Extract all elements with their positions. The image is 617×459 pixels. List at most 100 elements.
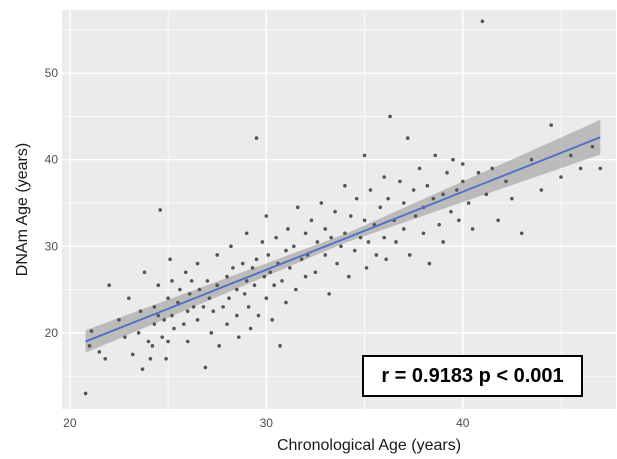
data-point: [235, 287, 239, 292]
data-point: [529, 157, 534, 162]
data-point: [195, 318, 200, 322]
data-point: [288, 266, 292, 270]
data-point: [284, 300, 288, 305]
data-point: [87, 344, 92, 348]
data-point: [402, 201, 406, 205]
data-point: [242, 292, 247, 296]
data-point: [354, 196, 359, 201]
data-point: [246, 305, 251, 309]
data-point: [89, 329, 94, 333]
data-point: [504, 179, 508, 184]
data-point: [303, 274, 308, 279]
data-point: [215, 283, 219, 288]
data-point: [358, 235, 363, 240]
data-point: [343, 183, 347, 188]
data-point: [578, 166, 583, 171]
y-tick-label: 40: [45, 153, 59, 167]
data-point: [211, 309, 216, 313]
data-point: [240, 261, 245, 266]
data-point: [268, 270, 273, 275]
data-point: [205, 279, 210, 283]
data-point: [183, 270, 188, 275]
data-point: [244, 279, 249, 283]
data-point: [480, 19, 485, 24]
data-point: [299, 257, 304, 262]
data-point: [225, 274, 229, 279]
data-point: [352, 248, 357, 253]
data-point: [362, 218, 367, 223]
data-point: [254, 257, 259, 262]
data-point: [411, 188, 416, 192]
data-point: [203, 365, 208, 370]
data-point: [437, 222, 441, 227]
data-point: [185, 339, 190, 344]
data-point: [569, 153, 573, 158]
data-point: [590, 144, 595, 149]
data-point: [445, 170, 449, 175]
data-point: [126, 296, 131, 301]
data-point: [366, 240, 371, 244]
data-point: [388, 114, 392, 119]
data-point: [97, 350, 102, 354]
data-point: [484, 192, 489, 197]
data-point: [248, 326, 253, 331]
data-point: [250, 266, 255, 270]
data-point: [156, 283, 161, 288]
data-point: [176, 300, 180, 305]
data-point: [162, 318, 166, 322]
data-point: [221, 305, 225, 309]
data-point: [229, 244, 233, 249]
data-point: [207, 296, 212, 301]
data-point: [441, 240, 445, 244]
y-tick-label: 50: [45, 66, 59, 80]
data-point: [496, 218, 500, 223]
data-point: [182, 322, 186, 326]
data-point: [156, 313, 161, 318]
data-point: [378, 205, 383, 210]
data-point: [384, 257, 388, 262]
data-point: [136, 331, 141, 335]
data-point: [466, 201, 471, 205]
data-point: [254, 136, 259, 140]
data-point: [329, 235, 333, 240]
data-point: [315, 240, 320, 244]
data-point: [103, 357, 108, 361]
data-point: [195, 261, 200, 266]
data-point: [191, 305, 196, 309]
x-tick-label: 20: [63, 416, 77, 430]
data-point: [168, 257, 172, 262]
data-point: [441, 192, 445, 197]
data-point: [146, 339, 151, 344]
data-point: [449, 209, 453, 214]
data-point: [215, 253, 219, 257]
data-point: [266, 253, 271, 257]
data-point: [549, 123, 553, 127]
data-point: [394, 240, 398, 244]
data-point: [313, 270, 318, 275]
data-point: [286, 227, 290, 231]
data-point: [348, 214, 353, 218]
data-point: [417, 166, 422, 171]
data-point: [185, 309, 190, 313]
data-point: [413, 214, 418, 218]
data-point: [197, 287, 202, 292]
data-point: [264, 214, 269, 218]
data-point: [166, 296, 170, 301]
data-point: [158, 208, 163, 212]
data-point: [227, 296, 231, 301]
data-point: [107, 283, 111, 288]
data-point: [152, 322, 157, 326]
data-point: [382, 175, 386, 179]
x-tick-label: 40: [456, 416, 470, 430]
data-point: [405, 136, 410, 140]
data-point: [292, 244, 296, 249]
data-point: [187, 292, 192, 296]
data-point: [451, 157, 455, 162]
data-point: [427, 261, 432, 266]
data-point: [339, 244, 343, 249]
data-point: [217, 344, 221, 348]
y-axis-label: DNAm Age (years): [14, 143, 31, 276]
correlation-annotation: r = 0.9183 p < 0.001: [362, 355, 583, 397]
data-point: [278, 344, 282, 348]
plot-panel: [62, 10, 616, 409]
